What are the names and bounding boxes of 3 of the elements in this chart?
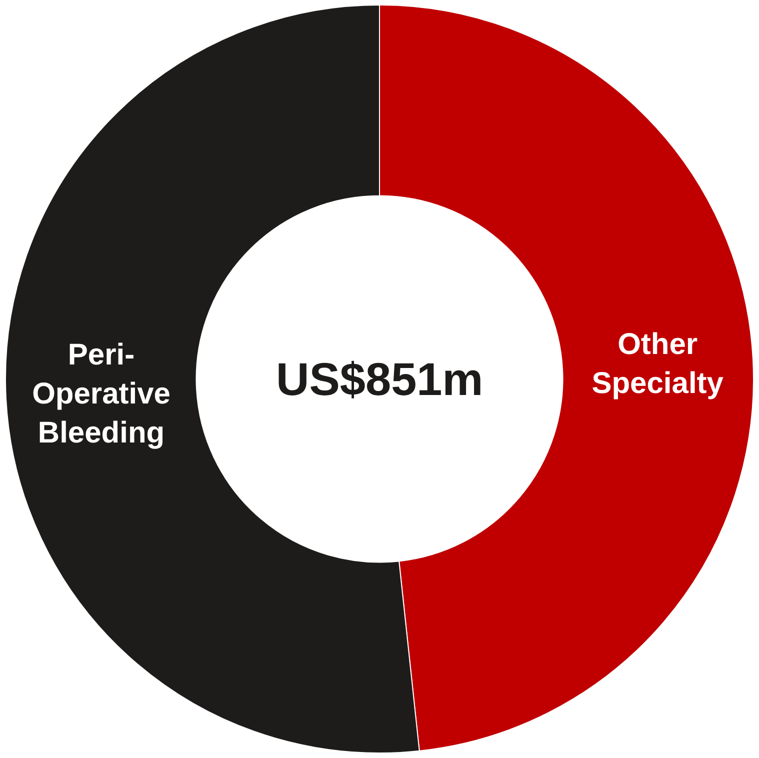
slice-label: Peri-Operative Bleeding [32,338,170,450]
text: US$851m [276,353,484,405]
slice-label: Other Specialty [592,328,724,400]
